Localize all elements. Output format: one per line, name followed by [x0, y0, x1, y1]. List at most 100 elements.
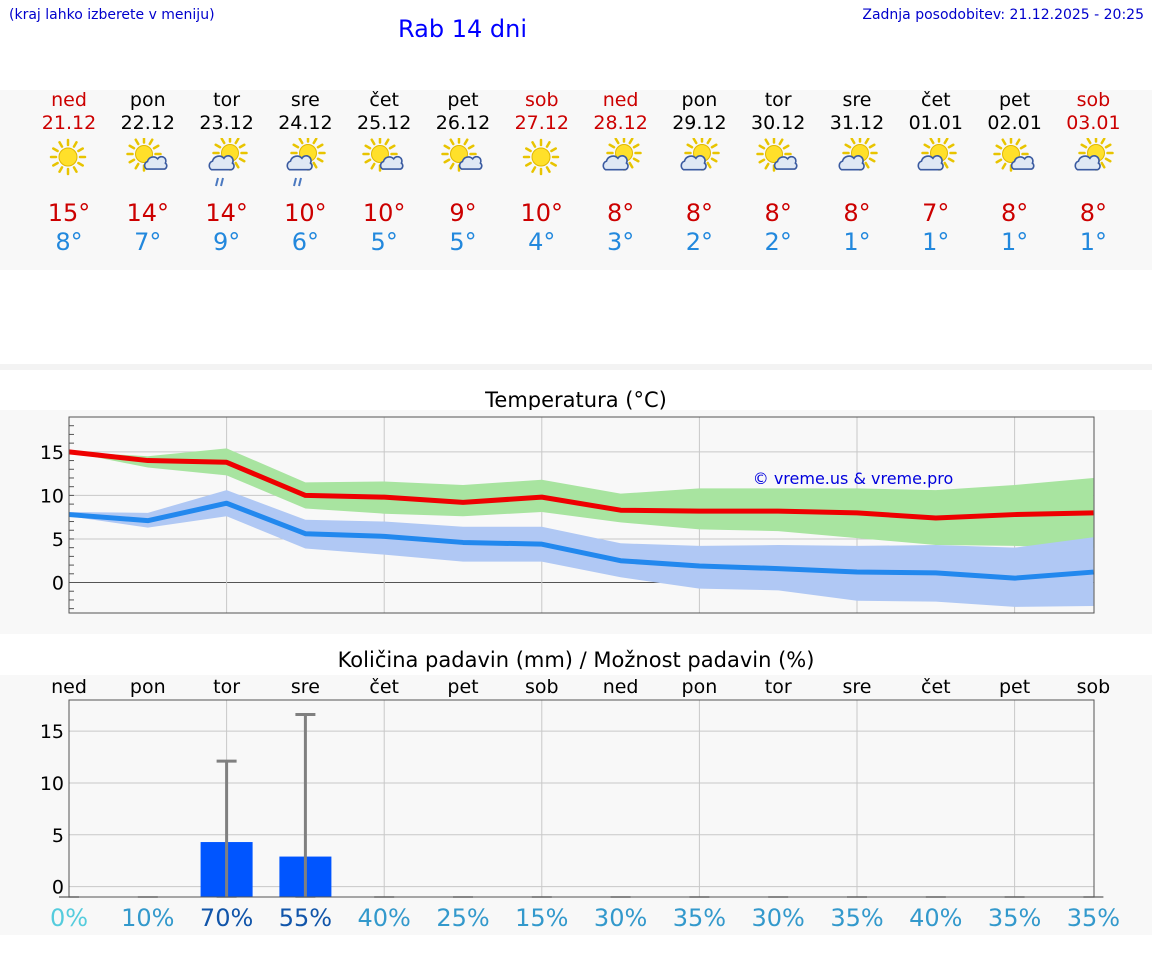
cloud-shape [143, 155, 168, 170]
rain-shape [214, 177, 224, 187]
x-category-label: čet [369, 676, 399, 698]
sun-cloud-icon [756, 136, 800, 188]
sun-cloud-rain-icon [283, 135, 327, 188]
day-name: ned [602, 89, 639, 111]
precipitation-probability: 55% [278, 904, 333, 932]
max-temperature-line [68, 449, 1094, 521]
temperature-chart-title: Temperatura (°C) [485, 388, 667, 412]
separator [0, 364, 1152, 370]
x-category-label: pet [447, 676, 478, 698]
max-temperature: 8° [764, 199, 792, 227]
min-temperature: 7° [134, 228, 162, 256]
precipitation-probability: 15% [515, 904, 569, 932]
precipitation-probability: 35% [672, 904, 727, 932]
max-temperature: 10° [520, 199, 564, 227]
sun-shape [522, 138, 560, 176]
x-category-label: sre [843, 676, 872, 698]
day-date: 30.12 [750, 112, 806, 134]
cloud-shape [208, 154, 235, 171]
precipitation-probability: 10% [121, 904, 175, 932]
cloud-sun-icon [835, 135, 879, 188]
sun-cloud-icon [992, 136, 1037, 188]
cloud-shape [602, 154, 629, 171]
min-temperature: 8° [55, 228, 83, 256]
cloud-sun-icon [599, 135, 643, 188]
day-name: tor [213, 89, 241, 111]
cloud-sun-icon [677, 135, 721, 188]
cloud-shape [286, 154, 314, 171]
min-temperature-line [68, 500, 1094, 581]
cloud-shape [917, 154, 944, 171]
day-date: 22.12 [120, 112, 175, 134]
day-name: ned [51, 89, 87, 111]
cloud-shape [1074, 154, 1102, 171]
rain-shape [293, 177, 303, 187]
min-temperature: 9° [212, 228, 241, 256]
min-temperature: 2° [764, 228, 792, 256]
max-temperature: 8° [606, 199, 635, 227]
temperature-chart: 0 5 10 15 © vreme.us & vreme.pro [40, 416, 1095, 614]
precipitation-probability: 35% [1066, 904, 1121, 932]
min-temperature: 1° [843, 228, 871, 256]
x-category-label: pet [999, 676, 1030, 698]
max-temperature: 14° [205, 199, 248, 227]
day-date: 21.12 [41, 112, 97, 134]
day-name: čet [369, 89, 399, 111]
sun-cloud-icon [362, 136, 406, 188]
day-date: 26.12 [435, 112, 491, 134]
location-menu-hint[interactable]: (kraj lahko izberete v meniju) [9, 7, 215, 23]
cloud-sun-icon [1071, 135, 1115, 188]
y-tick-label: 5 [52, 825, 64, 847]
sun-cloud-icon [441, 136, 485, 188]
max-temperature: 7° [922, 199, 950, 227]
day-date: 23.12 [199, 112, 254, 134]
precipitation-probability: 70% [199, 904, 254, 932]
y-tick-label: 0 [52, 877, 64, 899]
precipitation-max-whisker [295, 713, 316, 897]
day-date: 29.12 [672, 112, 727, 134]
watermark: © vreme.us & vreme.pro [753, 469, 954, 488]
max-temperature: 8° [1079, 199, 1108, 227]
day-name: sob [525, 89, 559, 111]
day-date: 31.12 [829, 112, 885, 134]
sun-shape [362, 136, 398, 172]
sun-icon [520, 138, 564, 188]
plot-frame [68, 416, 1095, 614]
day-name: čet [921, 89, 951, 111]
sun-shape [49, 138, 87, 176]
precipitation-probability: 25% [436, 904, 490, 932]
max-temperature: 10° [362, 199, 406, 227]
min-temperature: 2° [685, 228, 714, 256]
max-temperature: 8° [685, 199, 714, 227]
y-tick-label: 10 [40, 773, 64, 795]
precipitation-probability: 30% [751, 904, 805, 932]
max-temperature: 10° [284, 199, 327, 227]
daily-forecast-panel [0, 90, 1152, 270]
x-category-label: pon [130, 676, 166, 698]
cloud-sun-icon [914, 135, 958, 188]
x-category-label: ned [51, 676, 87, 698]
day-name: pon [129, 89, 166, 111]
day-name: sob [1076, 89, 1111, 111]
sun-shape [441, 136, 477, 172]
y-tick-label: 15 [40, 721, 64, 743]
max-temperature: 15° [47, 199, 91, 227]
day-date: 28.12 [593, 112, 648, 134]
day-date: 27.12 [514, 112, 569, 134]
precipitation-probability: 35% [987, 904, 1042, 932]
min-temperature: 6° [291, 228, 320, 256]
y-tick-label: 10 [40, 485, 64, 507]
max-temperature: 14° [126, 199, 170, 227]
min-temperature: 3° [606, 228, 635, 256]
day-name: pon [681, 89, 718, 111]
day-date: 25.12 [356, 112, 412, 134]
precipitation-chart: ned pon tor sre čet pet sob ned pon tor sre čet pet s… [40, 676, 1110, 899]
min-temperature: 5° [449, 228, 477, 256]
x-category-label: sob [525, 676, 559, 698]
last-updated: Zadnja posodobitev: 21.12.2025 - 20:25 [862, 7, 1144, 23]
precipitation-max-whisker [216, 759, 237, 897]
x-category-label: pon [682, 676, 718, 698]
min-temperature: 1° [1079, 228, 1108, 256]
min-temperature: 5° [370, 228, 398, 256]
min-temperature: 4° [528, 228, 556, 256]
